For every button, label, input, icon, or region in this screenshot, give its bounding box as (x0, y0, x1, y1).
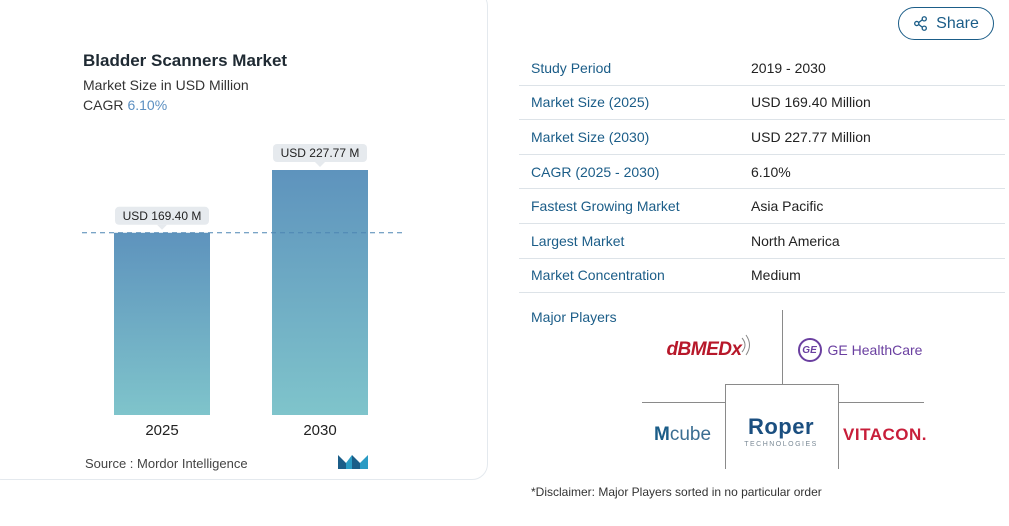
info-row-largest-market: Largest Market North America (519, 224, 1005, 259)
mcube-logo-cube: cube (669, 424, 712, 445)
info-row-market-concentration: Market Concentration Medium (519, 259, 1005, 294)
vitacon-logo: VITACON. (843, 420, 927, 450)
bar-chart: USD 169.40 M 2025 USD 227.77 M 2030 (82, 144, 402, 439)
info-row-market-size-2025: Market Size (2025) USD 169.40 Million (519, 86, 1005, 121)
players-divider (642, 402, 726, 403)
mordor-intelligence-logo-icon (338, 455, 368, 469)
share-button[interactable]: Share (898, 7, 994, 40)
info-row-study-period: Study Period 2019 - 2030 (519, 51, 1005, 86)
ge-healthcare-logo: GE GE HealthCare (795, 333, 925, 367)
info-key: Largest Market (531, 232, 625, 249)
info-key: Market Size (2030) (531, 128, 650, 145)
cagr-label: CAGR (83, 97, 124, 113)
players-divider (838, 384, 839, 469)
x-tick-label: 2030 (303, 422, 336, 439)
info-value: 6.10% (751, 163, 791, 180)
ge-monogram-icon: GE (797, 338, 822, 362)
ge-healthcare-logo-text: GE HealthCare (827, 342, 923, 358)
info-key: Study Period (531, 59, 612, 76)
info-key: Market Concentration (531, 267, 665, 284)
info-value: North America (751, 232, 840, 249)
chart-title: Bladder Scanners Market (83, 51, 288, 70)
info-value: 2019 - 2030 (751, 59, 826, 76)
players-divider (725, 384, 726, 469)
x-tick-label: 2025 (145, 422, 178, 439)
mcube-logo-m: M (653, 424, 670, 445)
dbmedx-logo-text: dBMEDx (666, 339, 742, 360)
players-divider (838, 402, 924, 403)
info-key: CAGR (2025 - 2030) (531, 163, 660, 180)
disclaimer: *Disclaimer: Major Players sorted in no … (531, 485, 822, 499)
vitacon-logo-text: VITACON. (843, 425, 927, 444)
value-label: USD 227.77 M (281, 146, 360, 160)
info-row-fastest-growing: Fastest Growing Market Asia Pacific (519, 189, 1005, 224)
info-row-cagr: CAGR (2025 - 2030) 6.10% (519, 155, 1005, 190)
source-label: Source : (85, 456, 134, 471)
value-label: USD 169.40 M (123, 209, 202, 223)
cagr-value: 6.10% (127, 97, 168, 113)
dbmedx-logo: dBMEDx (640, 330, 780, 370)
info-key: Fastest Growing Market (531, 198, 680, 215)
value-label-bg (115, 206, 209, 225)
info-value: USD 227.77 Million (751, 128, 871, 145)
roper-logo: Roper TECHNOLOGIES (735, 408, 827, 454)
signal-waves-icon (741, 334, 750, 356)
players-divider (725, 384, 839, 385)
value-label-pointer (315, 162, 325, 167)
chart-card (0, 0, 488, 480)
info-value: Asia Pacific (751, 198, 824, 215)
bar-2030 (272, 170, 368, 415)
chart-cagr: CAGR 6.10% (83, 97, 167, 113)
info-key: Market Size (2025) (531, 94, 650, 111)
info-value: USD 169.40 Million (751, 94, 871, 111)
players-divider (782, 310, 783, 384)
value-label-bg (273, 144, 367, 162)
share-label: Share (936, 14, 979, 32)
source-name: Mordor Intelligence (137, 456, 248, 471)
roper-logo-text: Roper (747, 414, 815, 439)
major-players-title: Major Players (531, 309, 617, 325)
info-value: Medium (751, 267, 801, 284)
bar-2025 (114, 232, 210, 415)
market-info-table: Study Period 2019 - 2030 Market Size (20… (519, 51, 1005, 294)
value-label-pointer (157, 224, 167, 230)
chart-subtitle: Market Size in USD Million (83, 77, 249, 93)
share-icon (914, 16, 928, 31)
source-text: Source : Mordor Intelligence (85, 456, 248, 471)
info-row-market-size-2030: Market Size (2030) USD 227.77 Million (519, 120, 1005, 155)
roper-logo-tagline: TECHNOLOGIES (744, 441, 818, 448)
